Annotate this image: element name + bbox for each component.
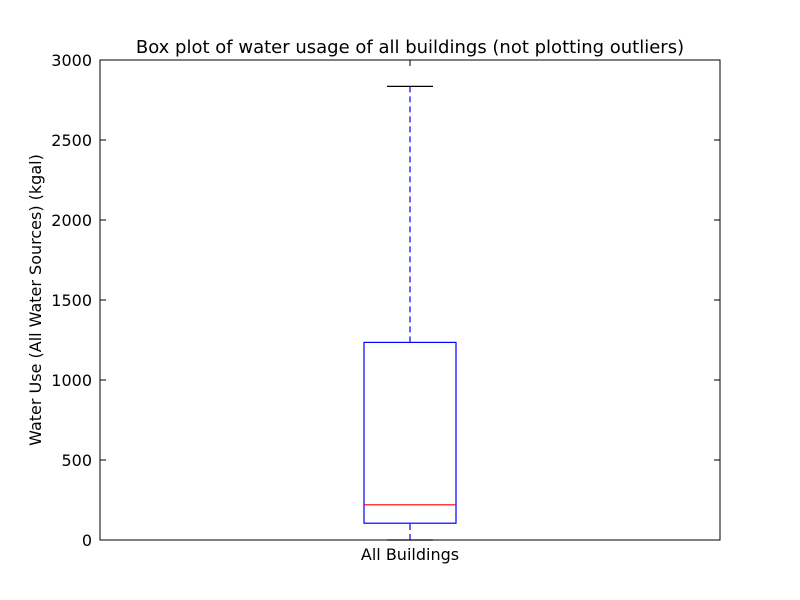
y-tick-label: 2500 xyxy=(51,131,92,150)
y-tick-label: 2000 xyxy=(51,211,92,230)
box-marks xyxy=(363,85,457,541)
y-tick-label: 0 xyxy=(82,531,92,550)
y-tick-label: 500 xyxy=(61,451,92,470)
y-tick-label: 1000 xyxy=(51,371,92,390)
y-axis-ticks: 0 500 1000 1500 2000 2500 3000 xyxy=(51,51,720,550)
chart-title: Box plot of water usage of all buildings… xyxy=(136,37,684,58)
y-tick-label: 3000 xyxy=(51,51,92,70)
y-tick-label: 1500 xyxy=(51,291,92,310)
y-axis-label: Water Use (All Water Sources) (kgal) xyxy=(26,154,45,446)
x-tick-label: All Buildings xyxy=(361,545,459,564)
box-iqr xyxy=(363,341,457,524)
